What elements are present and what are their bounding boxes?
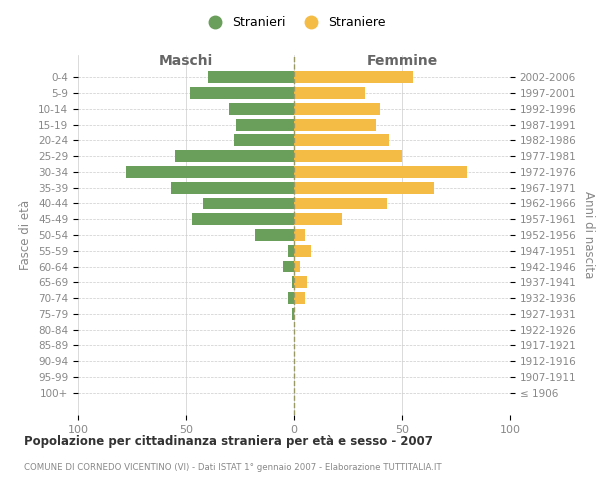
Bar: [233, 134, 294, 146]
Bar: [125, 166, 294, 178]
Bar: [294, 198, 387, 209]
Bar: [229, 103, 294, 115]
Bar: [292, 276, 294, 288]
Bar: [236, 118, 294, 130]
Bar: [208, 72, 294, 83]
Y-axis label: Fasce di età: Fasce di età: [19, 200, 32, 270]
Bar: [193, 214, 294, 225]
Text: Maschi: Maschi: [159, 54, 213, 68]
Legend: Stranieri, Straniere: Stranieri, Straniere: [197, 11, 391, 34]
Bar: [294, 245, 311, 256]
Bar: [294, 229, 305, 241]
Bar: [283, 260, 294, 272]
Bar: [294, 118, 376, 130]
Bar: [294, 276, 307, 288]
Bar: [287, 245, 294, 256]
Bar: [294, 260, 301, 272]
Bar: [175, 150, 294, 162]
Text: Femmine: Femmine: [367, 54, 437, 68]
Bar: [294, 150, 402, 162]
Text: Popolazione per cittadinanza straniera per età e sesso - 2007: Popolazione per cittadinanza straniera p…: [24, 435, 433, 448]
Bar: [292, 308, 294, 320]
Bar: [294, 292, 305, 304]
Bar: [294, 214, 341, 225]
Bar: [294, 72, 413, 83]
Bar: [203, 198, 294, 209]
Bar: [171, 182, 294, 194]
Bar: [190, 87, 294, 99]
Bar: [294, 134, 389, 146]
Bar: [294, 103, 380, 115]
Bar: [294, 166, 467, 178]
Bar: [287, 292, 294, 304]
Text: COMUNE DI CORNEDO VICENTINO (VI) - Dati ISTAT 1° gennaio 2007 - Elaborazione TUT: COMUNE DI CORNEDO VICENTINO (VI) - Dati …: [24, 462, 442, 471]
Bar: [294, 182, 434, 194]
Bar: [255, 229, 294, 241]
Y-axis label: Anni di nascita: Anni di nascita: [582, 192, 595, 278]
Bar: [294, 87, 365, 99]
